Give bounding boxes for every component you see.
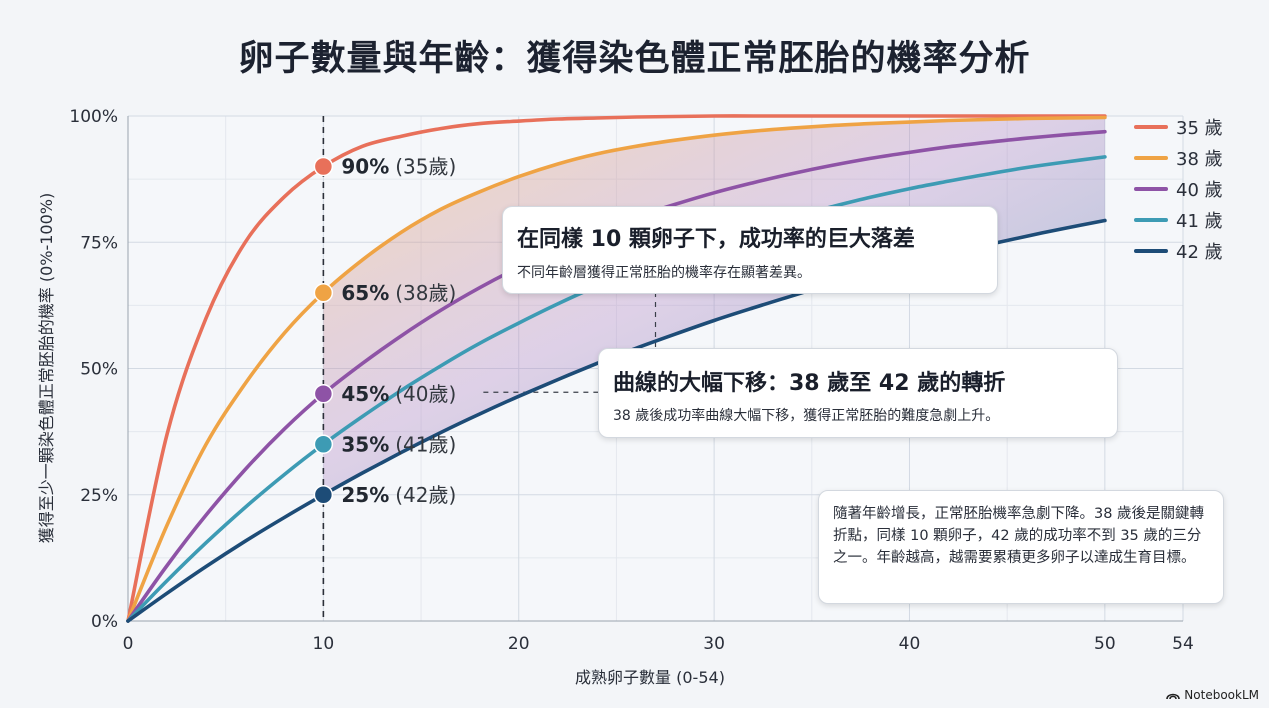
y-tick-label: 50% [80, 360, 118, 380]
annotation-value: 25% [341, 483, 389, 507]
annotation-marker [313, 434, 334, 454]
annotation-age: (41歲) [395, 432, 456, 456]
annotation-age: (38歲) [395, 281, 456, 305]
brand-badge: NotebookLM [1166, 688, 1259, 702]
reference-lines [322, 116, 657, 621]
legend-label: 40 歲 [1176, 180, 1223, 201]
annotation-marker [313, 156, 334, 177]
x-tick-label: 20 [508, 634, 530, 654]
notebooklm-logo-icon [1166, 693, 1181, 700]
x-tick-label: 50 [1094, 634, 1116, 654]
x-tick-label: 40 [899, 634, 921, 654]
x-tick-label: 30 [703, 634, 725, 654]
annotation-age: (42歲) [395, 483, 456, 507]
series-line-0 [126, 114, 1107, 623]
x-tick-label: 54 [1172, 634, 1194, 654]
legend-label: 38 歲 [1176, 149, 1223, 170]
y-tick-label: 25% [80, 486, 118, 506]
legend-label: 35 歲 [1176, 118, 1223, 139]
annotation-marker [313, 283, 334, 303]
annotation-label: 35% (41歲) [341, 432, 456, 456]
gap-callout-heading: 在同樣 10 顆卵子下，成功率的巨大落差 [517, 227, 915, 252]
summary-callout-text: 隨著年齡增長，正常胚胎機率急劇下降。38 歲後是關鍵轉折點，同樣 10 顆卵子，… [833, 506, 1205, 566]
annotation-label: 90% (35歲) [341, 155, 456, 179]
annotation-label: 25% (42歲) [341, 483, 456, 507]
annotation-marker [313, 485, 334, 505]
annotation-markers: 90% (35歲) 65% (38歲) 45% (40歲) 35% (41歲) 25% (42歲) [313, 155, 456, 507]
brand-name: NotebookLM [1184, 688, 1259, 702]
annotation-value: 35% [341, 432, 389, 456]
legend-label: 41 歲 [1176, 211, 1223, 232]
gap-callout-text: 不同年齡層獲得正常胚胎的機率存在顯著差異。 [517, 265, 811, 281]
page-title: 卵子數量與年齡：獲得染色體正常胚胎的機率分析 [238, 39, 1031, 79]
legend-label: 42 歲 [1176, 242, 1223, 263]
summary-callout: 隨著年齡增長，正常胚胎機率急劇下降。38 歲後是關鍵轉折點，同樣 10 顆卵子，… [818, 490, 1224, 604]
annotation-age: (40歲) [395, 382, 456, 406]
annotation-value: 45% [341, 382, 389, 406]
series-line-1 [126, 115, 1107, 623]
shift-callout-heading: 曲線的大幅下移：38 歲至 42 歲的轉折 [613, 371, 1006, 396]
shift-callout: 曲線的大幅下移：38 歲至 42 歲的轉折 38 歲後成功率曲線大幅下移，獲得正… [598, 348, 1118, 438]
x-tick-label: 10 [313, 634, 335, 654]
gap-callout: 在同樣 10 顆卵子下，成功率的巨大落差 不同年齡層獲得正常胚胎的機率存在顯著差… [502, 206, 998, 294]
annotation-value: 65% [341, 281, 389, 305]
y-tick-label: 100% [69, 107, 118, 127]
x-tick-label: 0 [123, 634, 134, 654]
axis-ticks: 0 10 20 30 40 50 54 0% 25% 50% 75% 100% [69, 107, 1193, 654]
y-tick-label: 0% [91, 612, 118, 632]
annotation-marker [313, 384, 334, 404]
x-axis-label: 成熟卵子數量 (0-54) [575, 668, 725, 687]
legend: 35 歲 38 歲 40 歲 41 歲 42 歲 [1134, 118, 1223, 263]
annotation-value: 90% [341, 155, 389, 179]
annotation-age: (35歲) [395, 155, 456, 179]
shift-callout-text: 38 歲後成功率曲線大幅下移，獲得正常胚胎的難度急劇上升。 [613, 408, 1000, 424]
y-tick-label: 75% [80, 233, 118, 253]
annotation-label: 65% (38歲) [341, 281, 456, 305]
y-axis-label: 獲得至少一顆染色體正常胚胎的機率 (0%-100%) [37, 193, 56, 543]
annotation-label: 45% (40歲) [341, 382, 456, 406]
